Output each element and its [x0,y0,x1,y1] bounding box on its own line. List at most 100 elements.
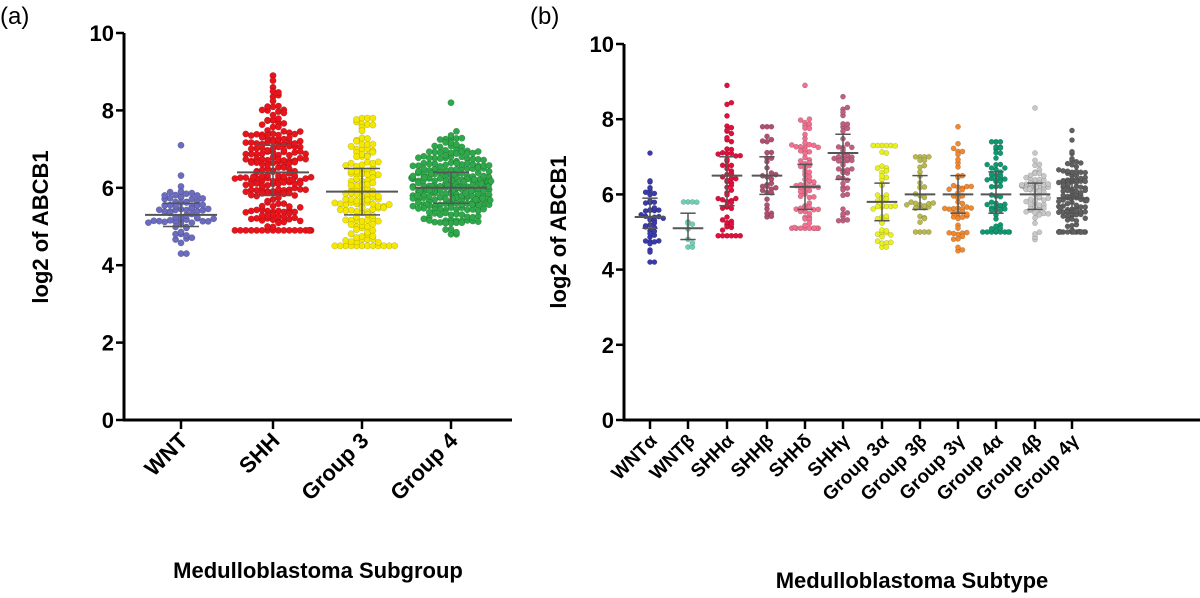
swarm-shhβ [751,123,783,220]
data-point [296,217,304,225]
data-point [788,142,795,148]
data-point [844,217,851,223]
data-point [182,224,190,232]
data-point [979,229,986,235]
data-point [844,141,851,147]
data-point [806,210,813,217]
data-point [802,131,808,138]
y-tick-label: 2 [602,333,614,358]
data-point [289,176,297,184]
data-point [285,151,293,159]
data-point [912,229,919,235]
data-point [724,113,730,119]
data-point [1032,150,1038,156]
panel-b: (b) log2 of ABCB1 Medulloblastoma Subtyp… [530,3,1200,593]
data-point [993,155,999,161]
data-point [719,217,726,223]
data-point [296,203,304,211]
data-point [458,219,466,227]
data-point [242,188,250,196]
data-point [188,219,196,227]
data-point [680,199,687,205]
data-point [968,183,975,190]
data-point [193,192,201,199]
data-point [1064,160,1071,167]
data-point [815,206,822,213]
data-point [487,177,495,185]
data-point [291,191,299,199]
data-point [353,226,361,234]
data-point [258,202,266,210]
data-point [369,232,377,240]
data-point [968,205,975,211]
data-point [369,220,377,228]
data-point [797,158,804,164]
data-point [728,182,735,189]
y-tick-label: 8 [602,107,614,132]
data-point [1032,215,1038,221]
data-point [1027,196,1034,203]
data-point [369,148,377,156]
data-point [715,195,722,202]
data-point [732,195,739,202]
data-point [955,123,961,130]
data-point [1060,182,1067,188]
data-point [436,175,444,182]
data-point [353,234,361,242]
data-point [835,166,842,172]
data-point [988,171,995,178]
data-point [844,209,851,216]
data-point [242,130,250,138]
data-point [1077,189,1084,196]
data-point [269,202,277,210]
data-point [921,184,928,190]
data-point [870,142,877,149]
data-point [737,152,744,159]
data-point [883,150,890,156]
data-point [210,215,218,223]
data-point [917,219,923,226]
data-point [728,99,735,106]
swarm-wnt [144,141,218,258]
data-point [892,143,899,149]
data-point [955,244,961,251]
data-point [274,115,282,123]
swarm-group-3α [866,142,899,250]
data-point [274,219,282,227]
data-point [941,205,948,212]
y-axis-title-b: log2 of ABCB1 [546,155,571,308]
data-point [296,179,304,187]
data-point [269,97,277,105]
data-point [728,199,735,206]
data-point [874,165,881,171]
data-point [844,177,851,184]
data-point [768,176,775,182]
swarm-group-4 [408,99,495,238]
data-point [296,137,304,145]
data-point [242,155,250,163]
data-point [307,173,315,181]
y-tick-label: 6 [602,182,614,207]
data-point [247,159,255,167]
data-point [810,225,817,232]
data-point [930,200,937,206]
data-point [374,192,382,200]
data-point [892,203,899,209]
data-point [1005,229,1012,235]
data-point [1073,163,1080,170]
data-point [285,210,293,217]
data-point [993,227,999,234]
data-point [353,175,361,183]
panel-a: (a) log2 of ABCB1 Medulloblastoma Subgro… [0,3,512,583]
data-point [1069,137,1075,143]
data-point [369,179,377,187]
data-point [988,183,995,190]
data-point [768,123,775,130]
data-point [436,162,444,170]
data-point [166,188,174,196]
data-point [479,194,487,202]
data-point [988,138,995,145]
data-point [997,225,1004,232]
data-point [431,142,439,150]
data-point [844,104,851,111]
